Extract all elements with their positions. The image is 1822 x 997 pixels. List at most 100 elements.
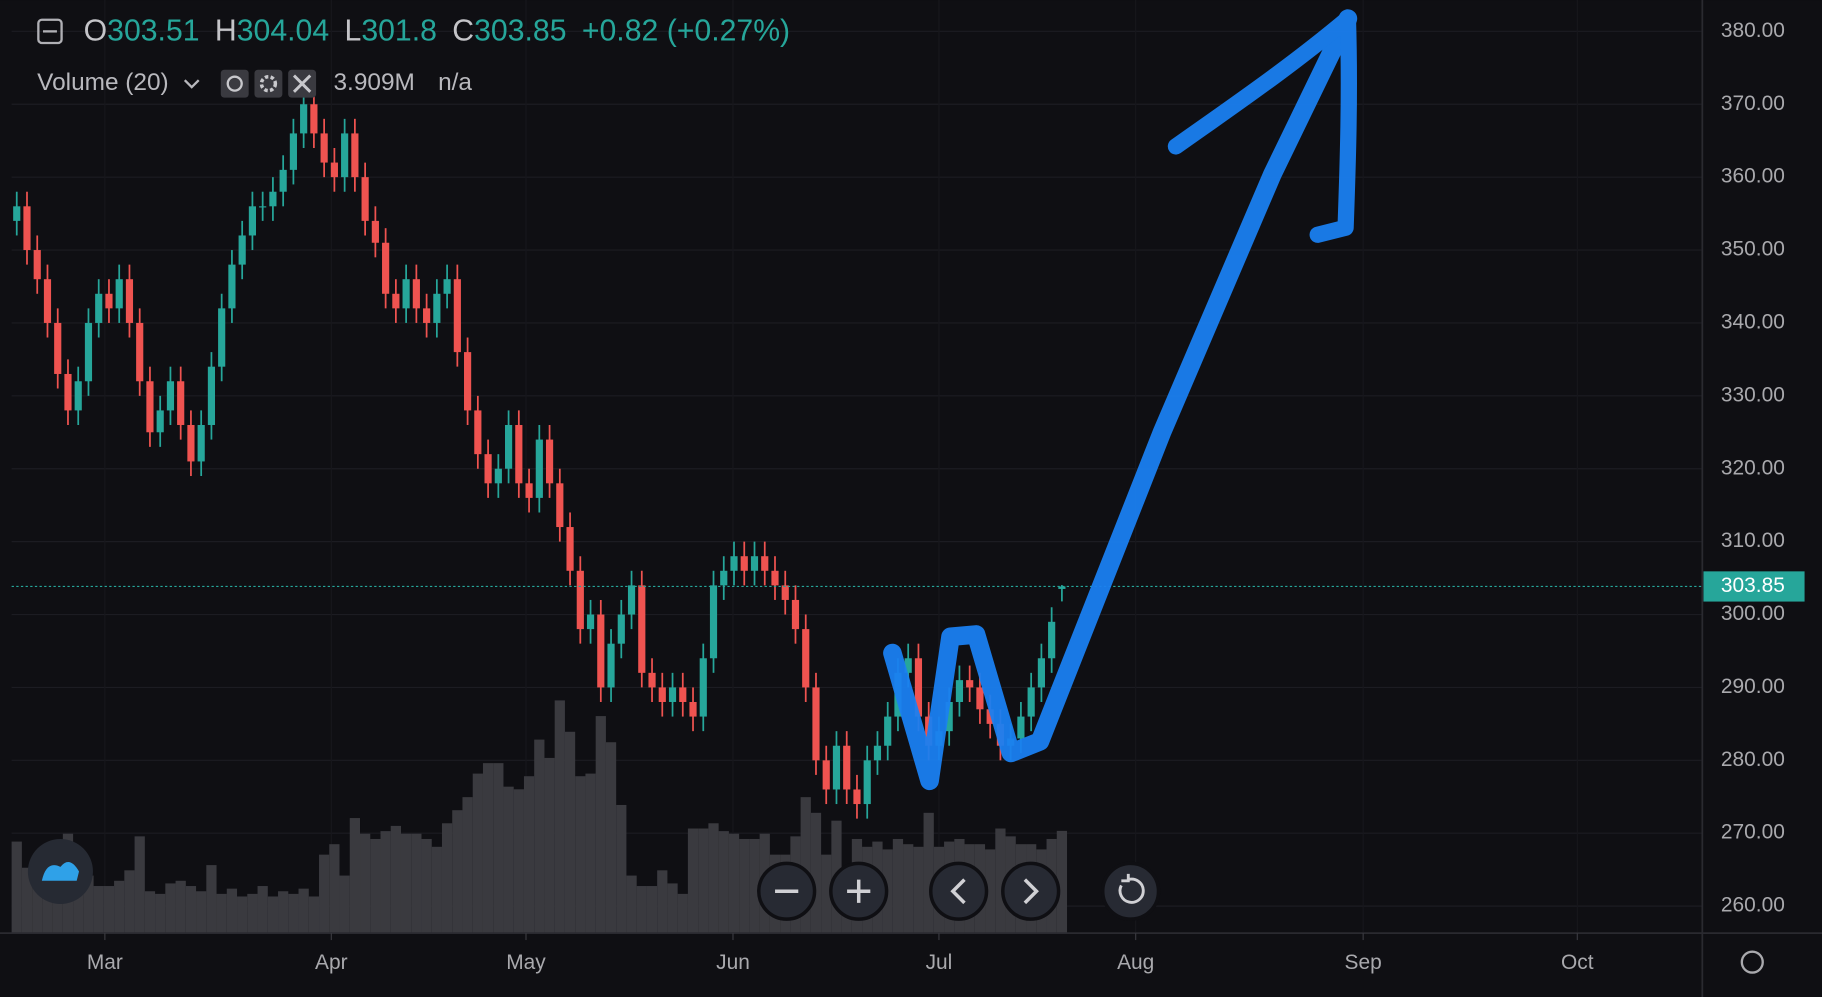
candle-body	[945, 702, 953, 732]
ohlc-value: 301.8	[361, 15, 437, 48]
volume-bar	[995, 828, 1006, 934]
volume-bar	[749, 838, 760, 934]
volume-bar	[21, 867, 33, 934]
candle-body	[115, 279, 123, 309]
candle-body	[371, 220, 379, 243]
volume-bar	[298, 888, 309, 934]
volume-bar	[892, 838, 904, 934]
volume-bar	[800, 797, 811, 934]
candle-body	[576, 570, 584, 630]
volume-bar	[585, 773, 596, 934]
volume-bar	[677, 893, 688, 934]
volume-bar	[411, 833, 422, 934]
volume-bar	[103, 886, 115, 934]
candle-body	[382, 242, 390, 294]
candle-body	[177, 381, 185, 425]
volume-bar	[595, 716, 606, 934]
zoom-in-icon	[847, 879, 871, 903]
candle-body	[873, 745, 882, 761]
candle-body	[1037, 658, 1045, 688]
candle-body	[453, 279, 461, 353]
reset-icon	[1118, 873, 1145, 904]
volume-bar	[144, 891, 156, 934]
scroll-left-button[interactable]	[929, 861, 989, 921]
candle-body	[884, 716, 892, 746]
candle-body	[279, 169, 287, 192]
candle-body	[638, 585, 646, 673]
right-icon	[1023, 878, 1039, 905]
change: +0.82	[582, 15, 658, 48]
volume-bar	[575, 776, 586, 934]
volume-bar	[319, 854, 330, 934]
candle-body	[330, 162, 338, 178]
volume-bar	[728, 833, 740, 934]
candle-body	[914, 658, 923, 717]
logo-icon	[41, 862, 80, 881]
candle-body	[730, 556, 738, 571]
volume-bar	[114, 880, 125, 934]
candle-body	[443, 279, 451, 294]
candle-body	[464, 352, 472, 411]
settings-icon[interactable]	[1740, 950, 1764, 974]
volume-bar	[155, 893, 166, 934]
collapse-button[interactable]	[37, 18, 63, 45]
controls	[27, 838, 1764, 974]
candle-body	[566, 527, 574, 571]
y-tick-label: 340.00	[1721, 310, 1785, 333]
candle-body	[1017, 716, 1025, 739]
candle-body	[187, 424, 195, 462]
volume-bar	[503, 786, 514, 934]
volume-dropdown[interactable]	[183, 79, 200, 89]
x-tick-label: Apr	[315, 951, 348, 974]
candle-body	[289, 133, 297, 170]
candle-body	[904, 658, 912, 673]
eye-icon	[226, 75, 243, 92]
ohlc-label: H	[215, 15, 237, 48]
volume-bar	[523, 776, 535, 934]
volume-bar	[360, 833, 371, 934]
y-tick-label: 350.00	[1721, 238, 1785, 261]
candle-body	[740, 556, 748, 571]
candle-body	[689, 702, 697, 717]
candle-body	[699, 658, 707, 717]
x-tick-label: May	[506, 951, 546, 974]
candle-body	[750, 556, 759, 571]
candle-body	[392, 293, 400, 309]
candle-body	[545, 439, 554, 484]
volume-bar	[421, 838, 432, 934]
candle-body	[535, 439, 543, 498]
volume-bar	[206, 865, 217, 934]
scroll-right-button[interactable]	[1001, 861, 1061, 921]
reset-button[interactable]	[1100, 861, 1161, 921]
volume-bar	[257, 886, 268, 934]
candle-body	[74, 381, 82, 411]
volume-controls	[220, 69, 317, 98]
ohlc-value: 304.04	[237, 15, 329, 48]
candle-body	[791, 599, 800, 630]
volume-bar	[124, 870, 135, 934]
volume-bar	[544, 757, 555, 934]
candle-body	[43, 279, 52, 323]
candle-body	[955, 680, 964, 703]
volume-bar	[513, 789, 524, 934]
candle-body	[166, 381, 175, 411]
volume-bar	[349, 818, 361, 934]
volume-bar	[400, 833, 412, 934]
visibility-button[interactable]	[220, 69, 249, 98]
grid	[11, 0, 1703, 934]
gear-icon	[259, 74, 278, 93]
volume-bar	[329, 844, 340, 934]
candle-body	[822, 760, 830, 790]
volume-bar	[636, 886, 647, 934]
candle-body	[617, 614, 625, 644]
volume-bar	[339, 875, 350, 934]
settings-button[interactable]	[254, 69, 283, 98]
change-pct: (+0.27%)	[667, 15, 790, 48]
candle-body	[238, 235, 246, 265]
candle-body	[433, 293, 441, 323]
candle-body	[1048, 621, 1056, 659]
candle-body	[361, 177, 369, 221]
candle-body	[402, 279, 410, 309]
volume-bar	[667, 883, 678, 934]
volume-bar	[646, 886, 658, 934]
